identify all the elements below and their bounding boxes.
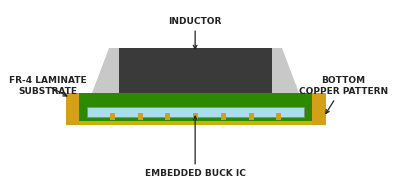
- FancyBboxPatch shape: [193, 113, 198, 120]
- FancyBboxPatch shape: [66, 93, 79, 125]
- FancyBboxPatch shape: [119, 48, 272, 93]
- Text: BOTTOM
COPPER PATTERN: BOTTOM COPPER PATTERN: [299, 76, 388, 113]
- Text: INDUCTOR: INDUCTOR: [168, 16, 222, 49]
- FancyBboxPatch shape: [87, 107, 304, 117]
- FancyBboxPatch shape: [138, 113, 143, 120]
- FancyBboxPatch shape: [249, 113, 254, 120]
- FancyBboxPatch shape: [166, 113, 170, 120]
- Text: EMBEDDED BUCK IC: EMBEDDED BUCK IC: [145, 116, 246, 179]
- FancyBboxPatch shape: [66, 93, 326, 121]
- FancyBboxPatch shape: [110, 113, 115, 120]
- Text: FR-4 LAMINATE
SUBSTRATE: FR-4 LAMINATE SUBSTRATE: [9, 76, 87, 96]
- Polygon shape: [272, 48, 299, 93]
- FancyBboxPatch shape: [276, 113, 281, 120]
- FancyBboxPatch shape: [79, 93, 312, 121]
- Polygon shape: [92, 48, 119, 93]
- FancyBboxPatch shape: [221, 113, 226, 120]
- FancyBboxPatch shape: [312, 93, 326, 125]
- FancyBboxPatch shape: [66, 120, 326, 125]
